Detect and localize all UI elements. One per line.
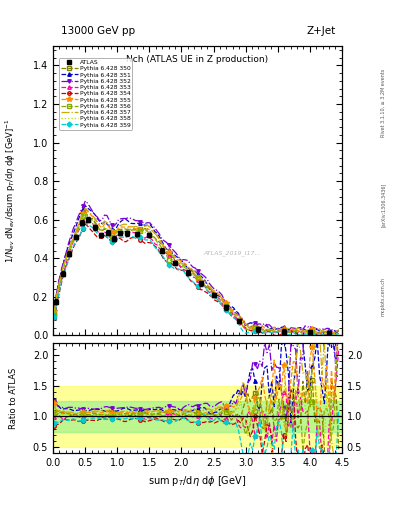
X-axis label: sum p$_T$/d$\eta$ d$\phi$ [GeV]: sum p$_T$/d$\eta$ d$\phi$ [GeV]	[149, 474, 246, 487]
Text: Z+Jet: Z+Jet	[307, 26, 336, 36]
Legend: ATLAS, Pythia 6.428 350, Pythia 6.428 351, Pythia 6.428 352, Pythia 6.428 353, P: ATLAS, Pythia 6.428 350, Pythia 6.428 35…	[59, 58, 132, 130]
Y-axis label: 1/N$_{ev}$ dN$_{ev}$/dsum p$_T$/d$\eta$ d$\phi$ [GeV]$^{-1}$: 1/N$_{ev}$ dN$_{ev}$/dsum p$_T$/d$\eta$ …	[4, 118, 18, 263]
Text: mcplots.cern.ch: mcplots.cern.ch	[381, 278, 386, 316]
Text: [arXiv:1306.3436]: [arXiv:1306.3436]	[381, 183, 386, 227]
Text: 13000 GeV pp: 13000 GeV pp	[61, 26, 135, 36]
Text: Rivet 3.1.10, ≥ 3.2M events: Rivet 3.1.10, ≥ 3.2M events	[381, 68, 386, 137]
Text: Nch (ATLAS UE in Z production): Nch (ATLAS UE in Z production)	[127, 55, 268, 64]
Text: ATLAS_2019_I17...: ATLAS_2019_I17...	[203, 250, 261, 256]
Y-axis label: Ratio to ATLAS: Ratio to ATLAS	[9, 368, 18, 429]
